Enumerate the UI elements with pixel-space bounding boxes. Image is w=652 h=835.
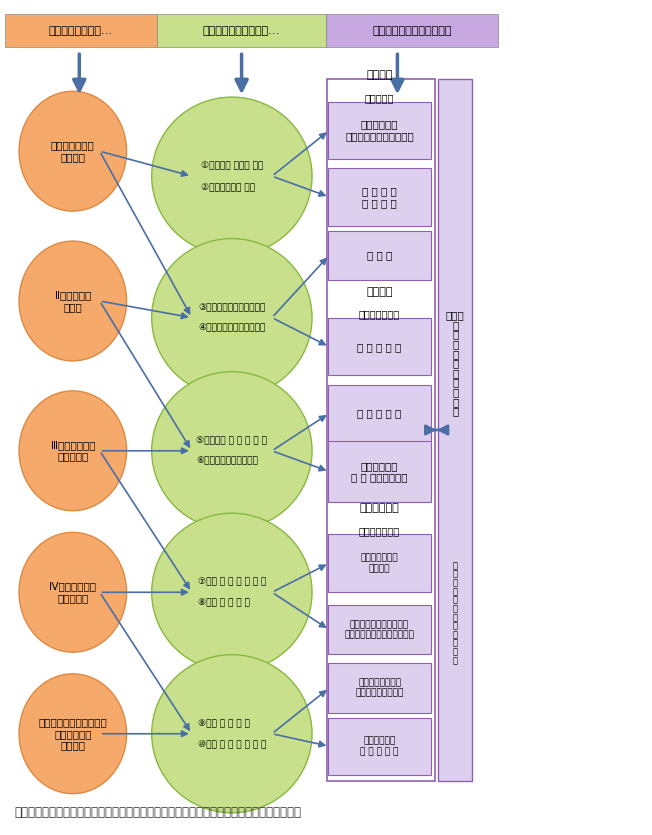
FancyBboxPatch shape (328, 605, 431, 655)
Text: （経済研究所）: （経済研究所） (359, 309, 400, 319)
Text: Ｉ．販路開拓の
お手伝い: Ｉ．販路開拓の お手伝い (51, 140, 95, 162)
FancyBboxPatch shape (328, 168, 431, 225)
Text: 情 報 創 発 部: 情 報 創 発 部 (357, 408, 402, 418)
FancyBboxPatch shape (438, 78, 472, 782)
Text: Ⅲ．新製品開発
のお手伝い: Ⅲ．新製品開発 のお手伝い (51, 440, 95, 462)
Text: 東京農工大学
連 携 大 学 院: 東京農工大学 連 携 大 学 院 (361, 736, 399, 756)
FancyBboxPatch shape (328, 385, 431, 442)
Text: そのためにセンターが…: そのためにセンターが… (203, 26, 280, 36)
Text: 企 画 室: 企 画 室 (367, 250, 393, 261)
Text: （
現
場
密
着
型
の
案
件
対
応
）: （ 現 場 密 着 型 の 案 件 対 応 ） (452, 561, 458, 665)
Ellipse shape (152, 239, 312, 397)
Text: ５つのサポートを、１０のご提案で、　３つの部門と、　１つのセンターで、　叶えます！: ５つのサポートを、１０のご提案で、 ３つの部門と、 １つのセンターで、 叶えます… (14, 807, 301, 819)
FancyBboxPatch shape (328, 664, 431, 712)
FancyBboxPatch shape (5, 14, 157, 47)
Ellipse shape (152, 514, 312, 671)
Text: Ｖ．「産」「学」「官」
マッチングの
お手伝い: Ｖ．「産」「学」「官」 マッチングの お手伝い (38, 717, 107, 751)
Text: Ｔ－ＢＩＳＣ
（シェアードオフィス）: Ｔ－ＢＩＳＣ （シェアードオフィス） (345, 119, 414, 141)
FancyBboxPatch shape (328, 717, 431, 775)
Text: Ｂ．本部: Ｂ．本部 (366, 287, 393, 296)
Text: 加工技術データファイル
技術相談・測定分析サービス: 加工技術データファイル 技術相談・測定分析サービス (345, 620, 415, 640)
Text: Ｄ．機
振
協
ビ
ジ
ネ
ス
セ
ン
タ
ー: Ｄ．機 振 協 ビ ジ ネ ス セ ン タ ー (446, 311, 465, 417)
Text: ビジネス支援
図 書 館（ＢＩＣ）: ビジネス支援 図 書 館（ＢＩＣ） (351, 461, 408, 483)
FancyBboxPatch shape (328, 534, 431, 592)
Text: ものづくり支援
スペース: ものづくり支援 スペース (361, 554, 398, 573)
Text: ⑦　共 同 研 究 の 実 施

⑧　技 術 の 支 援: ⑦ 共 同 研 究 の 実 施 ⑧ 技 術 の 支 援 (198, 577, 266, 607)
Text: テクノフォーラム
技術者育成セミナー: テクノフォーラム 技術者育成セミナー (355, 678, 404, 698)
Text: ③　産業・市場の受託調査

④統計情報を活用した調査: ③ 産業・市場の受託調査 ④統計情報を活用した調査 (198, 303, 265, 332)
Text: Ⅳ．ベンチャー
事業を支援: Ⅳ．ベンチャー 事業を支援 (50, 581, 96, 603)
Text: ①　東京に 拠点を 提供

②　インフラの 提供: ① 東京に 拠点を 提供 ② インフラの 提供 (201, 161, 263, 191)
Text: Ｃ．東久留米: Ｃ．東久留米 (360, 504, 400, 514)
Ellipse shape (152, 655, 312, 812)
Ellipse shape (19, 241, 126, 361)
Text: （技術研究所）: （技術研究所） (359, 526, 400, 536)
Ellipse shape (152, 97, 312, 256)
Text: ⑤　産学官 情 報 を 提 供

⑥情報豊富な図書館活用: ⑤ 産学官 情 報 を 提 供 ⑥情報豊富な図書館活用 (196, 436, 267, 466)
Text: Ⅱ．海外展開
の支援: Ⅱ．海外展開 の支援 (55, 291, 91, 311)
Text: ⑨　人 材 の 育 成

⑩　教 育 の 場 の 提 供: ⑨ 人 材 の 育 成 ⑩ 教 育 の 場 の 提 供 (198, 719, 266, 749)
Ellipse shape (19, 533, 126, 652)
Text: Ａ．本部: Ａ．本部 (366, 70, 393, 80)
FancyBboxPatch shape (328, 441, 431, 503)
Ellipse shape (152, 372, 312, 530)
FancyBboxPatch shape (157, 14, 326, 47)
Ellipse shape (19, 674, 126, 793)
Text: 調 査 研 究 部: 調 査 研 究 部 (357, 342, 402, 352)
FancyBboxPatch shape (328, 318, 431, 376)
FancyBboxPatch shape (326, 14, 498, 47)
Text: 貸 事 務 室
貸 会 議 室: 貸 事 務 室 貸 会 議 室 (362, 186, 397, 208)
Ellipse shape (19, 91, 126, 211)
Text: （事務局）: （事務局） (365, 93, 394, 103)
FancyBboxPatch shape (328, 102, 431, 159)
Text: センターは御社の…: センターは御社の… (49, 26, 113, 36)
FancyBboxPatch shape (328, 230, 431, 280)
Text: センターの活用施設・部署: センターの活用施設・部署 (372, 26, 452, 36)
Ellipse shape (19, 391, 126, 511)
